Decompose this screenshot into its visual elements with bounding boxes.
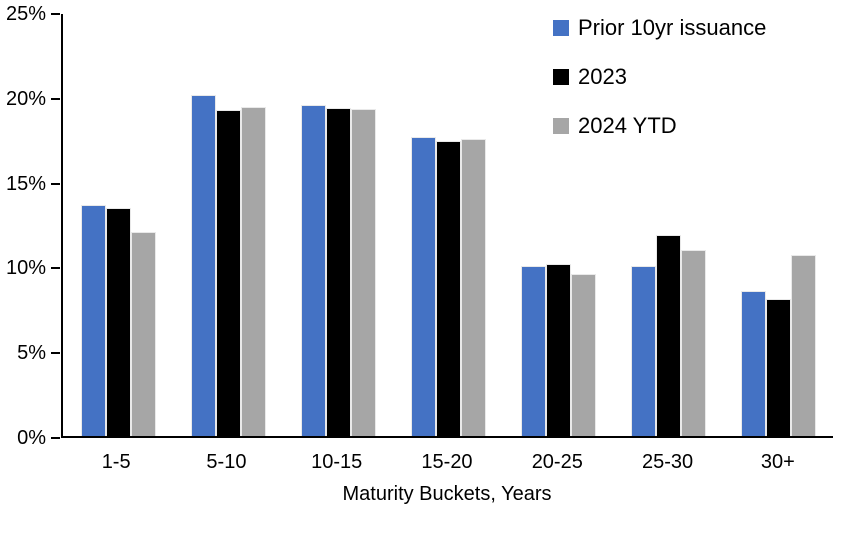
y-tick-label: 0% — [17, 427, 46, 449]
bar-group-25-30 — [613, 14, 723, 436]
y-tick-label: 15% — [5, 172, 46, 195]
x-tick-label-25-30: 25-30 — [641, 451, 694, 473]
bar-prior-10yr-issuance-15-20 — [410, 137, 436, 436]
bar-prior-10yr-issuance-1-5 — [80, 204, 106, 436]
y-tick-label: 20% — [5, 87, 46, 110]
legend-swatch-icon — [553, 69, 569, 85]
bar-2023-1-5 — [105, 208, 131, 436]
legend-item-prior-10yr-issuance: Prior 10yr issuance — [553, 17, 766, 39]
legend-label: 2023 — [578, 64, 627, 89]
legend-item-2023: 2023 — [553, 66, 766, 88]
legend-label: Prior 10yr issuance — [578, 15, 767, 40]
bar-2023-5-10 — [215, 110, 241, 436]
bar-group-30+ — [723, 14, 833, 436]
bar-2023-10-15 — [325, 107, 351, 436]
bar-prior-10yr-issuance-25-30 — [630, 265, 656, 436]
legend-item-2024-ytd: 2024 YTD — [553, 115, 766, 137]
bar-2024-ytd-10-15 — [350, 108, 376, 436]
bar-prior-10yr-issuance-5-10 — [190, 95, 216, 436]
x-tick-label-10-15: 10-15 — [311, 451, 363, 473]
bar-2023-30+ — [765, 299, 791, 436]
bar-group-5-10 — [173, 14, 283, 436]
x-tick-label-1-5: 1-5 — [101, 451, 131, 473]
y-tick-label: 25% — [5, 3, 46, 25]
y-tick-mark — [51, 267, 60, 270]
bar-2024-ytd-30+ — [790, 255, 816, 436]
bar-2024-ytd-5-10 — [240, 106, 266, 436]
bar-2023-15-20 — [435, 140, 461, 436]
bar-group-20-25 — [503, 14, 613, 436]
bar-2023-20-25 — [545, 263, 571, 436]
bar-2024-ytd-15-20 — [460, 138, 486, 436]
x-tick-label-5-10: 5-10 — [206, 451, 247, 473]
bar-prior-10yr-issuance-10-15 — [300, 105, 326, 436]
bar-2024-ytd-1-5 — [130, 231, 156, 436]
bar-prior-10yr-issuance-30+ — [740, 290, 766, 436]
y-tick-label: 5% — [17, 342, 46, 365]
x-tick-label-30+: 30+ — [760, 451, 795, 473]
bar-prior-10yr-issuance-20-25 — [520, 265, 546, 436]
y-tick-label: 10% — [5, 257, 46, 280]
legend-label: 2024 YTD — [578, 113, 677, 138]
bar-group-10-15 — [283, 14, 393, 436]
bar-2024-ytd-20-25 — [570, 273, 596, 436]
legend-swatch-icon — [553, 20, 569, 36]
bar-2023-25-30 — [655, 235, 681, 436]
y-tick-mark — [51, 97, 60, 100]
bar-groups — [63, 14, 833, 436]
x-axis-labels: 1-5 5-10 10-15 15-20 20-25 25-30 30+ — [61, 451, 833, 473]
y-tick-mark — [51, 352, 60, 355]
x-tick-label-20-25: 20-25 — [531, 451, 583, 473]
bar-group-1-5 — [63, 14, 173, 436]
legend-swatch-icon — [553, 118, 569, 134]
bar-2024-ytd-25-30 — [680, 250, 706, 436]
y-tick-mark — [51, 182, 60, 185]
y-tick-mark — [51, 437, 60, 439]
plot-area: Prior 10yr issuance 2023 2024 YTD — [61, 14, 833, 438]
x-tick-label-15-20: 15-20 — [421, 451, 473, 473]
bar-group-15-20 — [393, 14, 503, 436]
x-axis-title: Maturity Buckets, Years — [342, 483, 552, 505]
chart-legend: Prior 10yr issuance 2023 2024 YTD — [553, 17, 766, 164]
y-tick-mark — [51, 13, 60, 15]
